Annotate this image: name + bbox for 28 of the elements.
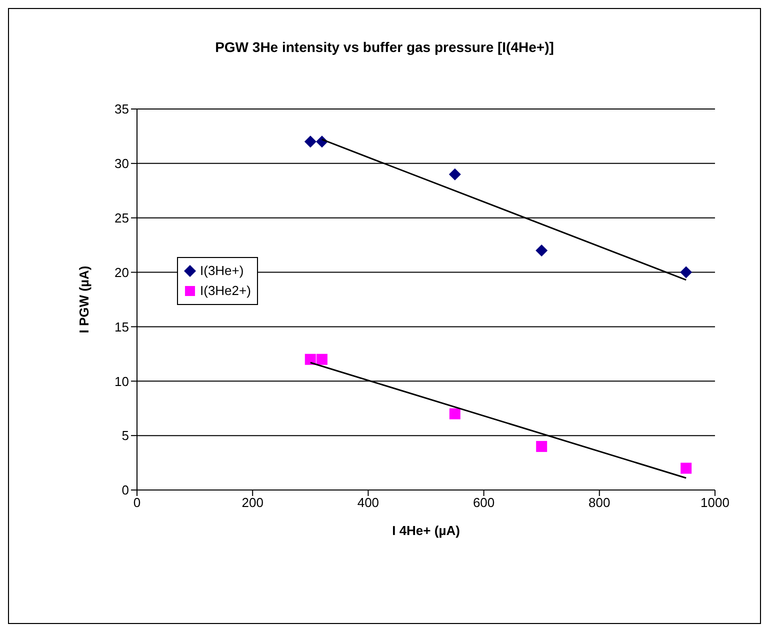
legend-label: I(3He2+) — [200, 282, 251, 300]
legend-label: I(3He+) — [200, 262, 244, 280]
x-tick-label: 800 — [588, 495, 610, 510]
point — [316, 354, 328, 365]
point — [304, 354, 316, 365]
point — [680, 462, 692, 474]
y-tick-label: 10 — [114, 374, 129, 389]
point — [449, 408, 460, 420]
point — [448, 168, 461, 180]
x-tick-label: 600 — [472, 495, 495, 510]
y-tick-label: 15 — [114, 319, 129, 334]
y-tick-label: 25 — [114, 210, 129, 226]
y-tick-label: 30 — [114, 156, 129, 172]
x-tick-label: 1000 — [700, 495, 730, 510]
y-tick-label: 20 — [114, 264, 129, 280]
y-tick-label: 5 — [122, 428, 129, 444]
x-tick-label: 400 — [357, 495, 380, 510]
point — [536, 244, 548, 257]
point — [536, 440, 548, 452]
x-tick-label: 200 — [242, 495, 264, 510]
chart-title: PGW 3He intensity vs buffer gas pressure [I(4He+)] — [214, 39, 555, 55]
x-tick-label: 0 — [133, 495, 141, 510]
y-tick-label: 35 — [114, 102, 129, 117]
y-tick-label: 0 — [122, 482, 129, 498]
y-axis-title: I PGW (µA) — [76, 266, 92, 334]
x-axis-title: I 4He+ (µA) — [392, 523, 460, 538]
point — [680, 266, 692, 278]
point — [304, 136, 316, 148]
